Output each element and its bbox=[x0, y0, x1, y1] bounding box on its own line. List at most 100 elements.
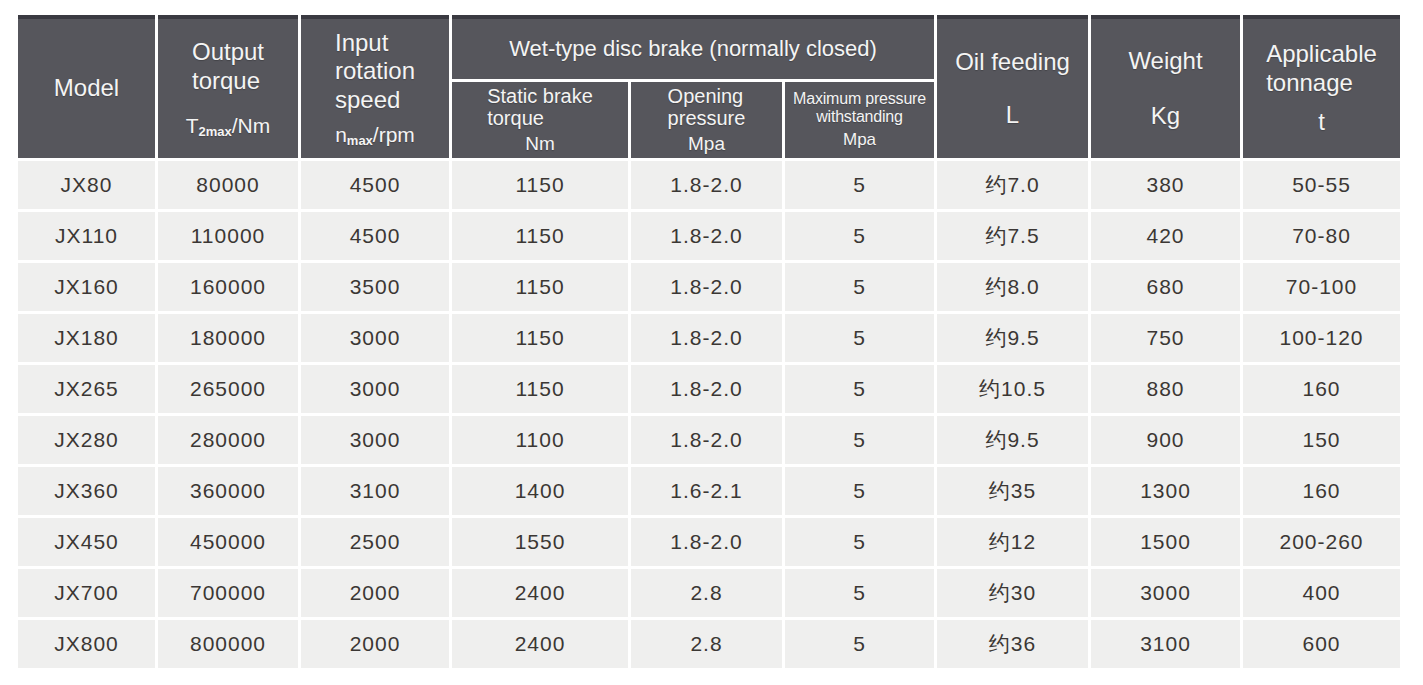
cell-model: JX265 bbox=[18, 365, 155, 413]
cell-applicable-tonnage: 150 bbox=[1243, 416, 1400, 464]
header-unit: Nm bbox=[525, 133, 555, 155]
header-label: Weight bbox=[1128, 47, 1202, 76]
cell-output-torque: 80000 bbox=[158, 161, 298, 209]
cell-model: JX110 bbox=[18, 212, 155, 260]
table-row: JX450450000250015501.8-2.05约121500200-26… bbox=[18, 518, 1400, 566]
header-applicable-tonnage: Applicabletonnage t bbox=[1243, 15, 1400, 158]
cell-oil-feeding: 约35 bbox=[937, 467, 1088, 515]
cell-output-torque: 450000 bbox=[158, 518, 298, 566]
header-stack: Openingpressure Mpa bbox=[631, 85, 782, 155]
cell-model: JX360 bbox=[18, 467, 155, 515]
header-line: Output bbox=[192, 38, 264, 65]
cell-max-pressure-withstanding: 5 bbox=[785, 263, 934, 311]
table-row: JX700700000200024002.85约303000400 bbox=[18, 569, 1400, 617]
header-brake-group: Wet-type disc brake (normally closed) bbox=[452, 15, 934, 79]
header-opening-pressure: Openingpressure Mpa bbox=[631, 82, 782, 158]
cell-static-brake-torque: 1100 bbox=[452, 416, 628, 464]
cell-static-brake-torque: 1150 bbox=[452, 212, 628, 260]
cell-static-brake-torque: 1150 bbox=[452, 314, 628, 362]
header-label: Model bbox=[54, 74, 119, 101]
header-lines: Openingpressure bbox=[668, 85, 746, 129]
cell-oil-feeding: 约9.5 bbox=[937, 314, 1088, 362]
cell-static-brake-torque: 1150 bbox=[452, 161, 628, 209]
cell-static-brake-torque: 1550 bbox=[452, 518, 628, 566]
cell-max-pressure-withstanding: 5 bbox=[785, 212, 934, 260]
table-row: JX360360000310014001.6-2.15约351300160 bbox=[18, 467, 1400, 515]
cell-max-pressure-withstanding: 5 bbox=[785, 416, 934, 464]
table-row: JX160160000350011501.8-2.05约8.068070-100 bbox=[18, 263, 1400, 311]
cell-applicable-tonnage: 70-100 bbox=[1243, 263, 1400, 311]
header-line: rotation bbox=[335, 57, 415, 84]
cell-oil-feeding: 约36 bbox=[937, 620, 1088, 668]
symbol-subscript: 2max bbox=[199, 124, 232, 139]
header-stack: Applicabletonnage t bbox=[1243, 40, 1400, 136]
header-stack: Outputtorque T2max/Nm bbox=[158, 38, 298, 139]
cell-opening-pressure: 1.8-2.0 bbox=[631, 416, 782, 464]
cell-applicable-tonnage: 160 bbox=[1243, 365, 1400, 413]
cell-max-pressure-withstanding: 5 bbox=[785, 365, 934, 413]
cell-output-torque: 700000 bbox=[158, 569, 298, 617]
cell-opening-pressure: 1.8-2.0 bbox=[631, 263, 782, 311]
header-unit: Kg bbox=[1151, 102, 1180, 131]
header-input-rotation-speed: Inputrotationspeed nmax/rpm bbox=[301, 15, 449, 158]
header-output-torque: Outputtorque T2max/Nm bbox=[158, 15, 298, 158]
header-stack: Maximum pressurewithstanding Mpa bbox=[785, 90, 934, 151]
header-line: Static brake bbox=[487, 85, 593, 107]
symbol-unit: /rpm bbox=[373, 123, 415, 146]
cell-oil-feeding: 约9.5 bbox=[937, 416, 1088, 464]
cell-output-torque: 180000 bbox=[158, 314, 298, 362]
cell-oil-feeding: 约7.5 bbox=[937, 212, 1088, 260]
header-row-group: Model Outputtorque T2max/Nm Inputrotatio… bbox=[18, 15, 1400, 79]
cell-applicable-tonnage: 50-55 bbox=[1243, 161, 1400, 209]
header-lines: Maximum pressurewithstanding bbox=[793, 90, 926, 127]
table-row: JX180180000300011501.8-2.05约9.5750100-12… bbox=[18, 314, 1400, 362]
header-lines: Outputtorque bbox=[192, 38, 264, 96]
spec-table: Model Outputtorque T2max/Nm Inputrotatio… bbox=[15, 12, 1403, 671]
cell-max-pressure-withstanding: 5 bbox=[785, 161, 934, 209]
table-row: JX280280000300011001.8-2.05约9.5900150 bbox=[18, 416, 1400, 464]
cell-max-pressure-withstanding: 5 bbox=[785, 518, 934, 566]
cell-static-brake-torque: 1150 bbox=[452, 263, 628, 311]
header-unit: Mpa bbox=[843, 130, 876, 150]
header-line: torque bbox=[192, 67, 260, 94]
cell-oil-feeding: 约7.0 bbox=[937, 161, 1088, 209]
header-line: Maximum pressure bbox=[793, 90, 926, 107]
header-line: torque bbox=[487, 107, 544, 129]
cell-weight: 880 bbox=[1091, 365, 1240, 413]
header-line: pressure bbox=[668, 107, 746, 129]
cell-input-rotation-speed: 3000 bbox=[301, 365, 449, 413]
cell-opening-pressure: 1.8-2.0 bbox=[631, 365, 782, 413]
cell-weight: 420 bbox=[1091, 212, 1240, 260]
cell-weight: 1500 bbox=[1091, 518, 1240, 566]
header-stack: Static braketorque Nm bbox=[452, 85, 628, 155]
header-lines: Applicabletonnage bbox=[1266, 40, 1377, 98]
cell-model: JX700 bbox=[18, 569, 155, 617]
cell-input-rotation-speed: 2000 bbox=[301, 620, 449, 668]
cell-model: JX280 bbox=[18, 416, 155, 464]
header-line: withstanding bbox=[816, 108, 903, 125]
cell-oil-feeding: 约12 bbox=[937, 518, 1088, 566]
header-oil-feeding: Oil feeding L bbox=[937, 15, 1088, 158]
header-unit: t bbox=[1318, 108, 1325, 137]
table-row: JX265265000300011501.8-2.05约10.5880160 bbox=[18, 365, 1400, 413]
cell-output-torque: 280000 bbox=[158, 416, 298, 464]
header-lines: Inputrotationspeed bbox=[335, 29, 415, 115]
cell-weight: 900 bbox=[1091, 416, 1240, 464]
cell-max-pressure-withstanding: 5 bbox=[785, 314, 934, 362]
table-body: JX8080000450011501.8-2.05约7.038050-55JX1… bbox=[18, 161, 1400, 668]
cell-output-torque: 800000 bbox=[158, 620, 298, 668]
cell-model: JX800 bbox=[18, 620, 155, 668]
header-line: speed bbox=[335, 86, 400, 113]
header-unit: L bbox=[1006, 101, 1019, 130]
cell-applicable-tonnage: 70-80 bbox=[1243, 212, 1400, 260]
cell-opening-pressure: 1.8-2.0 bbox=[631, 314, 782, 362]
cell-weight: 680 bbox=[1091, 263, 1240, 311]
cell-weight: 3100 bbox=[1091, 620, 1240, 668]
cell-max-pressure-withstanding: 5 bbox=[785, 569, 934, 617]
cell-oil-feeding: 约10.5 bbox=[937, 365, 1088, 413]
cell-weight: 1300 bbox=[1091, 467, 1240, 515]
header-symbol: nmax/rpm bbox=[335, 123, 415, 148]
cell-static-brake-torque: 2400 bbox=[452, 620, 628, 668]
cell-input-rotation-speed: 3100 bbox=[301, 467, 449, 515]
cell-oil-feeding: 约30 bbox=[937, 569, 1088, 617]
